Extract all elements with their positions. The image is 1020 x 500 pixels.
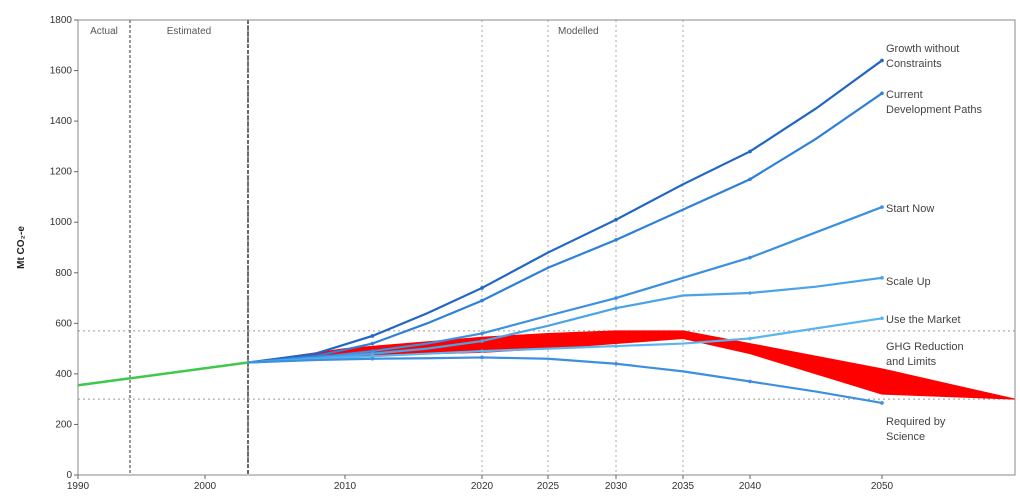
series-label: Use the Market (886, 314, 961, 326)
series-label: and Limits (886, 356, 937, 368)
series-point (480, 298, 484, 303)
series-point (880, 205, 884, 209)
series-point (748, 149, 752, 154)
series-label: Current (886, 89, 923, 101)
series-label: Start Now (886, 203, 934, 215)
x-tick-label: 2025 (537, 481, 560, 492)
series-point (480, 339, 484, 343)
series-point (370, 351, 375, 356)
x-tick-label: 2000 (194, 481, 217, 492)
plot-frame (77, 19, 1016, 476)
region-label: Estimated (167, 26, 211, 37)
series-label: Science (886, 431, 925, 443)
series-point (480, 331, 484, 336)
series-label: Growth without (886, 43, 959, 55)
series-point (370, 354, 375, 358)
x-tick-label: 2035 (672, 481, 695, 492)
series-point (748, 291, 752, 295)
y-tick-label: 400 (55, 369, 72, 380)
series-point (880, 58, 884, 63)
series-point (614, 217, 618, 222)
region-label: Modelled (558, 26, 599, 37)
series-point (880, 276, 884, 280)
series-labels: Growth without Constraints Current Developm… (886, 43, 982, 443)
series-line (247, 92, 883, 364)
series-point (480, 355, 484, 360)
series-point (614, 344, 618, 348)
series-point (370, 341, 375, 346)
series-label: GHG Reduction (886, 341, 964, 353)
series-point (748, 255, 752, 260)
series-point (370, 349, 375, 353)
series-point (614, 361, 618, 366)
y-tick-label: 0 (66, 470, 72, 481)
series-point (880, 401, 884, 405)
series-label: Constraints (886, 58, 942, 70)
grid (78, 20, 1015, 475)
axes: Actual Estimated Modelled 0 200 400 600 800 1000… (16, 15, 1016, 492)
y-axis-label: Mt CO₂-e (16, 226, 27, 269)
series-point (480, 349, 484, 353)
y-tick-label: 1200 (50, 167, 73, 178)
series-line (247, 276, 883, 364)
y-tick-label: 200 (55, 419, 72, 430)
series-point (614, 296, 618, 300)
series-point (370, 334, 375, 338)
series-line (247, 356, 883, 405)
x-tick-label: 2020 (471, 481, 494, 492)
series-point (748, 336, 752, 341)
series-point (614, 238, 618, 242)
y-tick-label: 1000 (50, 217, 73, 228)
series-point (880, 91, 884, 96)
series-point (880, 316, 884, 321)
series-label: Scale Up (886, 276, 931, 288)
x-tick-label: 2050 (871, 481, 894, 492)
x-tick-label: 2040 (739, 481, 762, 492)
series-line (247, 59, 883, 364)
series-point (614, 306, 618, 310)
series-point (480, 286, 484, 290)
series-label: Required by (886, 416, 946, 428)
series-line (247, 317, 883, 364)
region-label: Actual (90, 26, 118, 37)
y-tick-label: 800 (55, 268, 72, 279)
x-tick-label: 2030 (605, 481, 628, 492)
series-historical (77, 361, 249, 387)
series-line (247, 206, 883, 364)
series-label: Development Paths (886, 104, 982, 116)
series-layer (77, 58, 884, 405)
series-point (748, 177, 752, 182)
y-tick-label: 1600 (50, 66, 73, 77)
y-tick-label: 600 (55, 318, 72, 329)
series-point (748, 379, 752, 384)
series-point (370, 356, 375, 361)
y-tick-label: 1800 (50, 15, 73, 26)
y-tick-label: 1400 (50, 116, 73, 127)
x-tick-label: 1990 (67, 481, 90, 492)
x-tick-label: 2010 (334, 481, 357, 492)
